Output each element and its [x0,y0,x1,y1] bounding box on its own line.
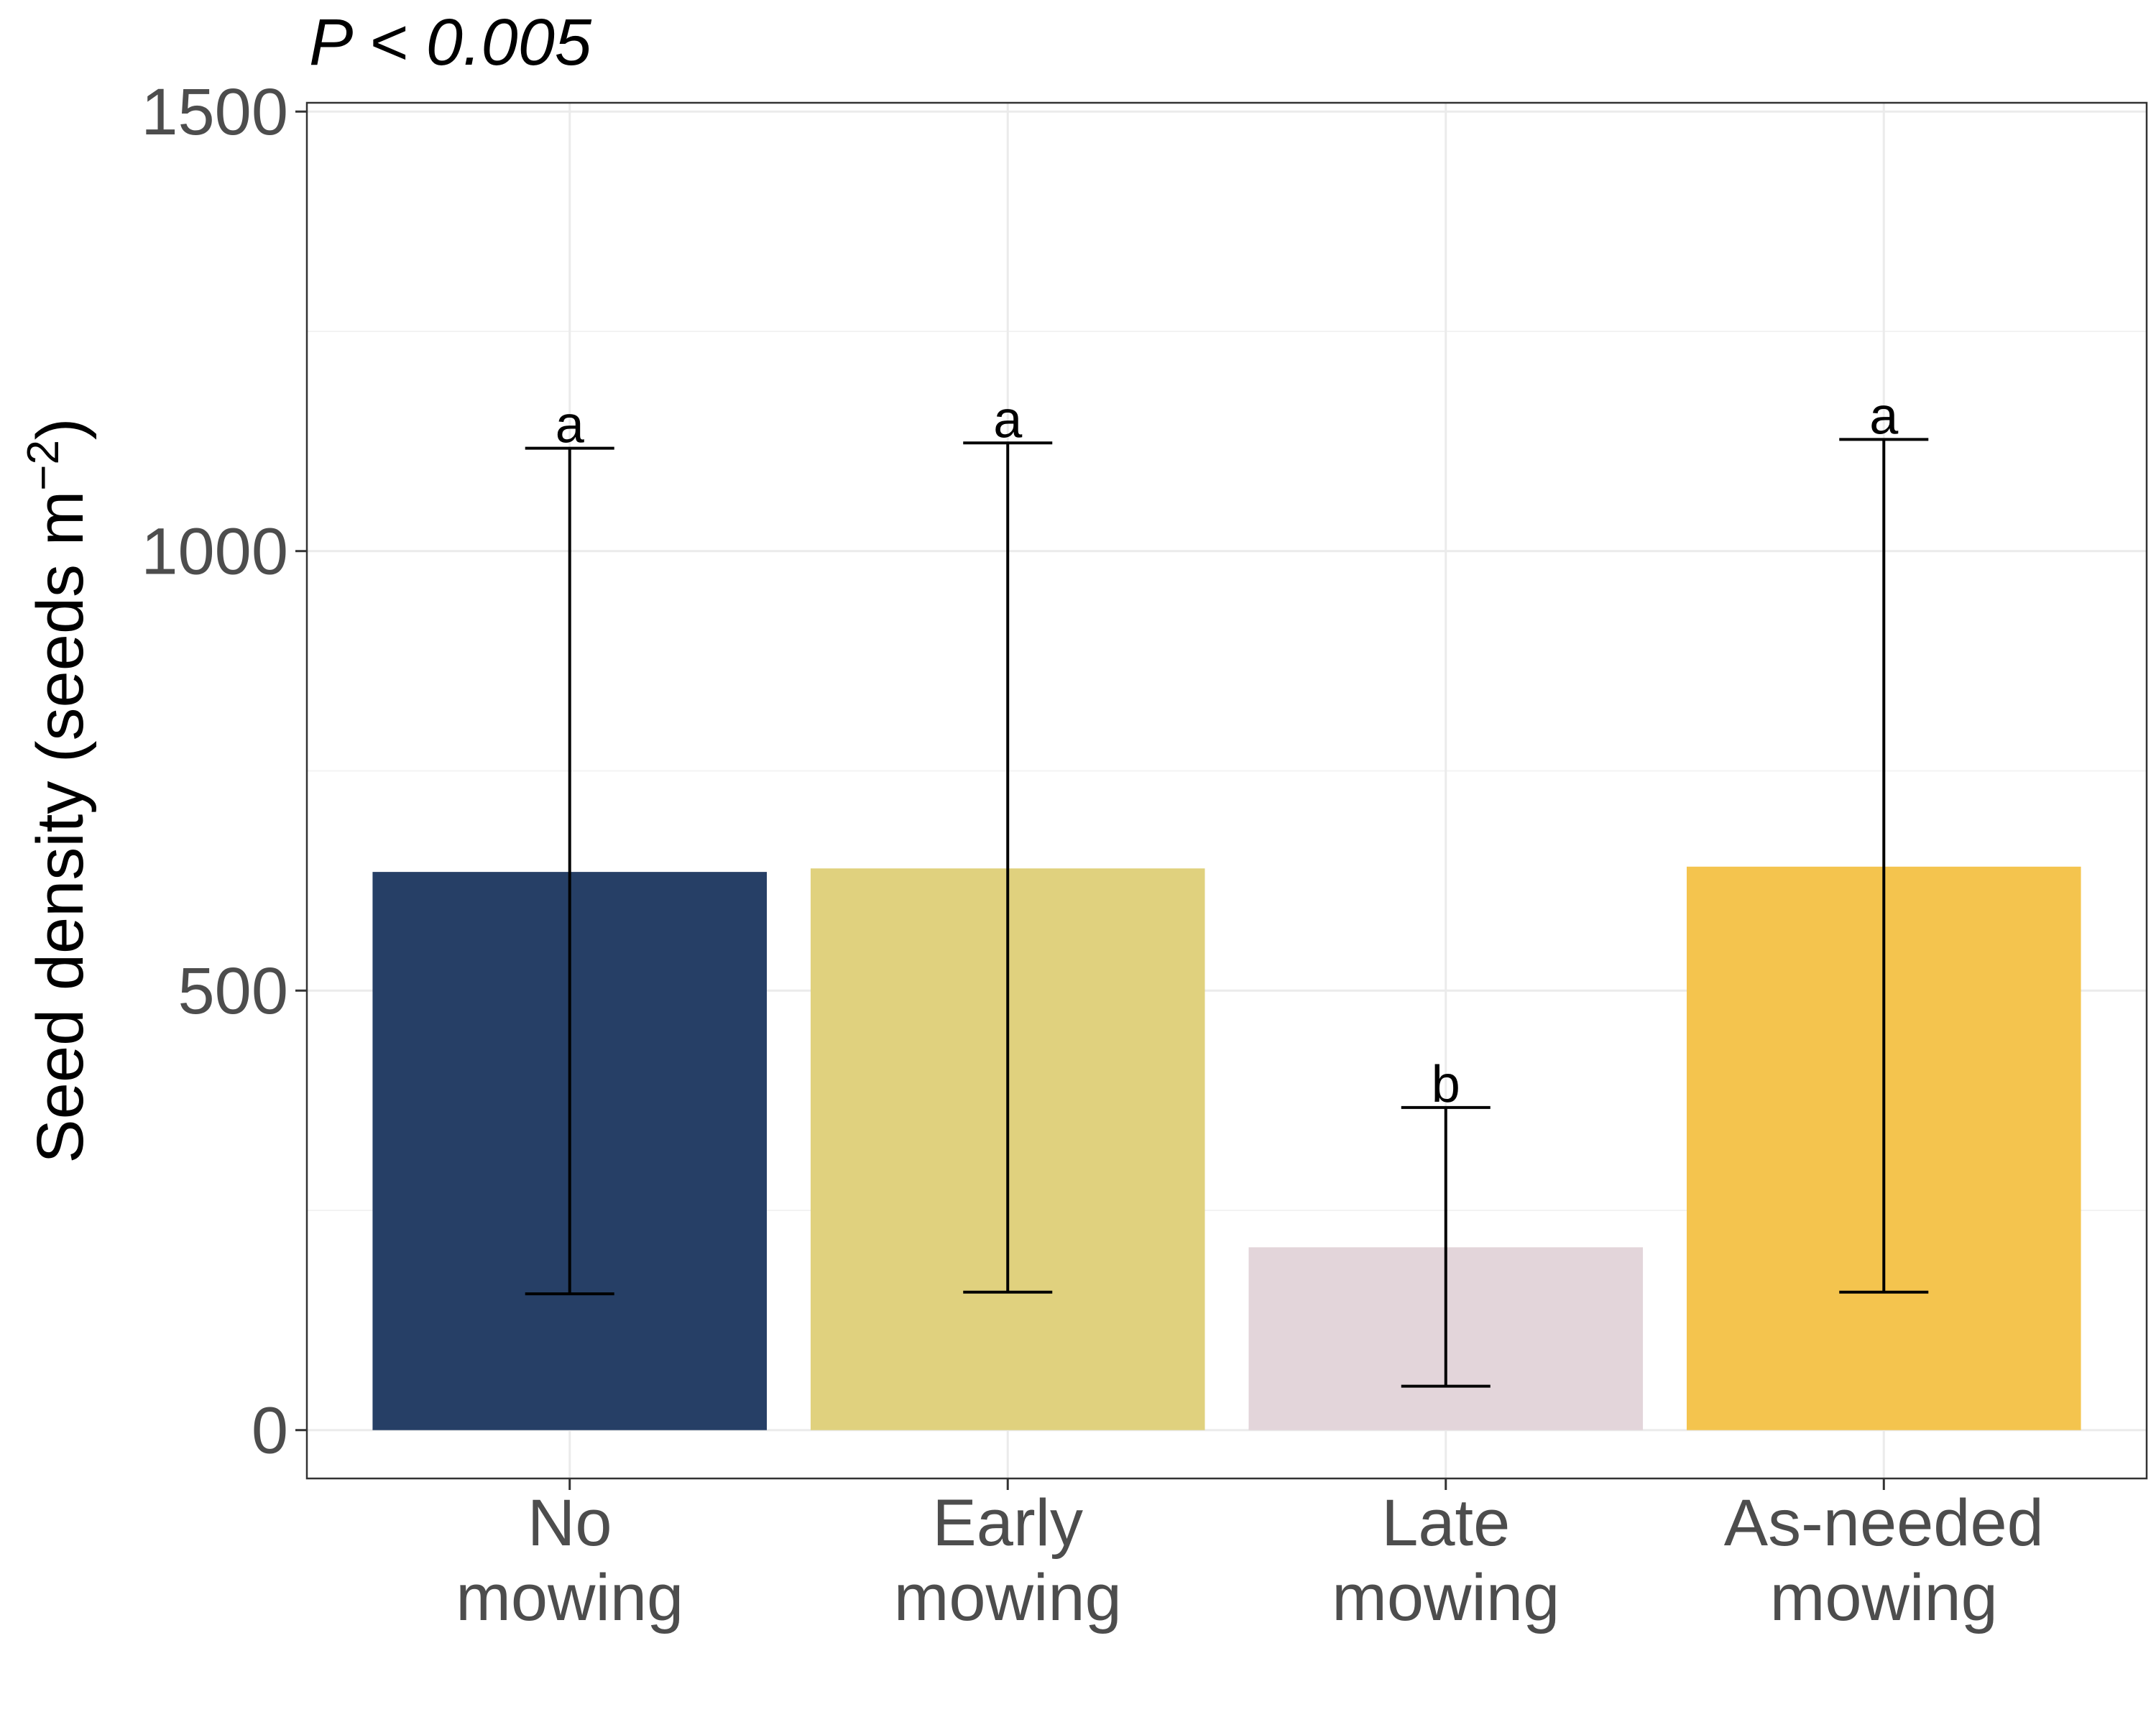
error-bars [525,438,1929,1388]
x-tick-label: mowing [894,1561,1122,1634]
y-tick-label: 1000 [141,515,288,589]
y-tick-label: 1500 [141,75,288,149]
y-tick-label: 0 [252,1394,288,1468]
x-tick-label: mowing [456,1561,683,1634]
x-tick-label: No [528,1486,612,1560]
significance-letters: a a b a [556,387,1899,1113]
chart-title: P < 0.005 [309,6,592,79]
y-axis-label: Seed density (seeds m−2) [19,418,98,1163]
x-tick-label: Late [1381,1486,1510,1560]
y-axis: 0 500 1000 1500 [141,75,307,1468]
error-bar [963,441,1053,1294]
panel-border [305,101,2148,1480]
x-tick-label: mowing [1770,1561,1998,1634]
significance-letter: a [1869,387,1899,445]
y-axis-label-close: ) [24,418,97,440]
significance-letter: b [1432,1056,1460,1113]
error-bar [1839,438,1929,1294]
x-axis: NomowingEarlymowingLatemowingAs-neededmo… [456,1478,2044,1634]
error-bar [525,446,614,1296]
y-axis-label-exponent: −2 [19,440,68,491]
significance-letter: a [556,397,585,454]
significance-letter: a [993,391,1023,448]
x-tick-label: As-needed [1724,1486,2044,1560]
x-tick-label: mowing [1332,1561,1560,1634]
y-axis-label-main: Seed density (seeds m [24,491,97,1164]
x-tick-label: Early [932,1486,1083,1560]
error-bar [1401,1105,1491,1388]
y-tick-label: 500 [178,954,289,1028]
